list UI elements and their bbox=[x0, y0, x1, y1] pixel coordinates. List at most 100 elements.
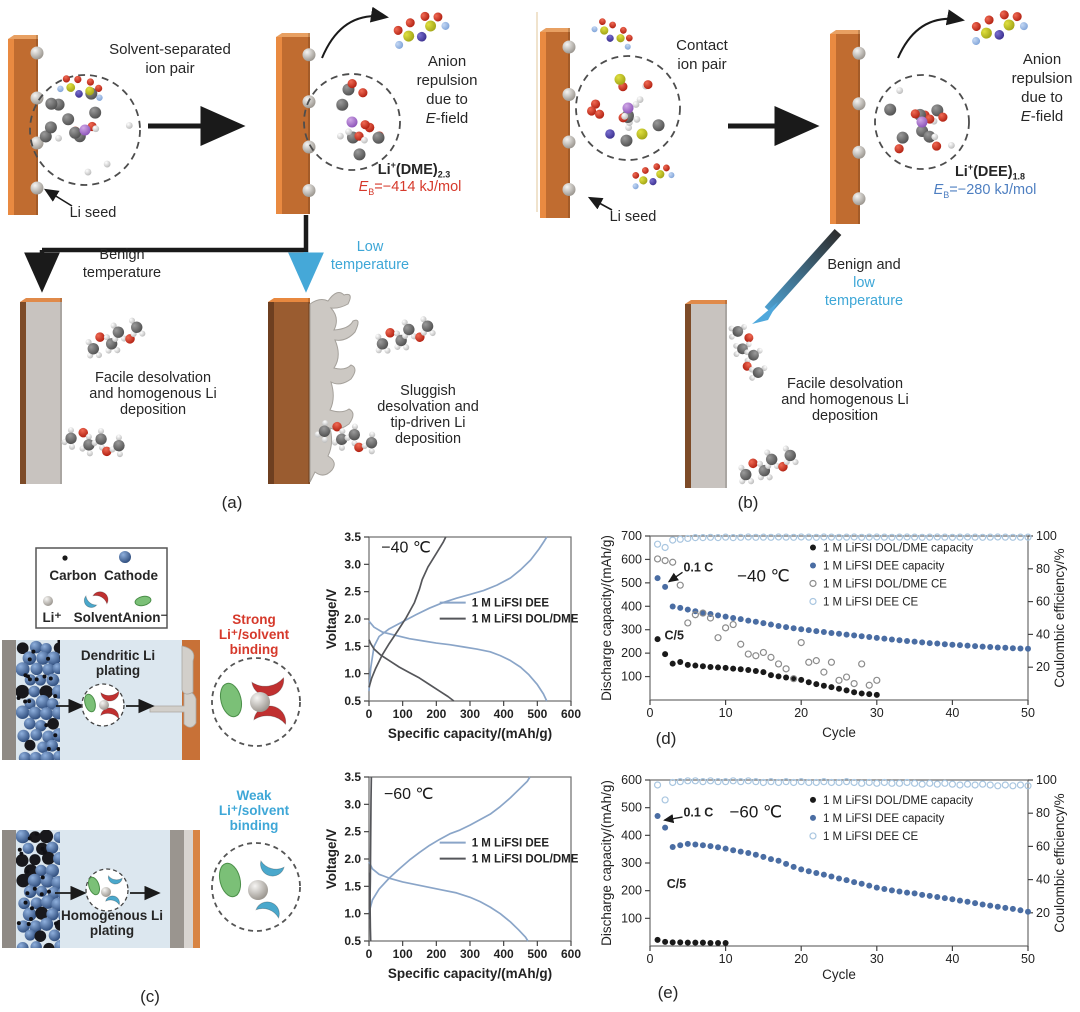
svg-text:3.0: 3.0 bbox=[344, 797, 361, 811]
solvation-shell-graphic bbox=[303, 73, 401, 171]
li-ion-icon bbox=[916, 116, 928, 128]
svg-text:50: 50 bbox=[1021, 706, 1035, 720]
anion-repulsion-label-b: Anion repulsion due to E-field bbox=[1011, 51, 1073, 125]
panel-label-a: (a) bbox=[221, 493, 243, 512]
legend-carbon-label: Carbon bbox=[49, 568, 97, 583]
sluggish-desolvation-label: Sluggish desolvation and tip-driven Li dep… bbox=[377, 383, 479, 447]
svg-text:−40 ℃: −40 ℃ bbox=[737, 567, 790, 586]
solvent-molecule-graphic bbox=[375, 316, 436, 354]
svg-text:1 M LiFSI DOL/DME: 1 M LiFSI DOL/DME bbox=[472, 854, 579, 866]
svg-text:Cycle: Cycle bbox=[822, 967, 856, 982]
li-electrode-b1 bbox=[540, 28, 576, 218]
svg-text:2.5: 2.5 bbox=[344, 585, 361, 599]
legend-solvent-label: Solvent bbox=[73, 610, 123, 625]
svg-text:3.0: 3.0 bbox=[344, 557, 361, 571]
strong-binding-label: Strong Li⁺/solvent binding bbox=[218, 612, 290, 657]
svg-text:50: 50 bbox=[1021, 952, 1035, 966]
svg-text:Coulombic efficiency/%: Coulombic efficiency/% bbox=[1052, 793, 1067, 932]
svg-text:Voltage/V: Voltage/V bbox=[325, 589, 339, 650]
li-seed-bump-icon bbox=[562, 40, 576, 54]
svg-text:80: 80 bbox=[1036, 562, 1050, 576]
binding-energy-a: EB=−414 kJ/mol bbox=[358, 179, 462, 197]
svg-text:20: 20 bbox=[794, 706, 808, 720]
svg-text:100: 100 bbox=[1036, 529, 1057, 543]
svg-text:−40 ℃: −40 ℃ bbox=[381, 539, 431, 556]
li-seed-bump-icon bbox=[302, 48, 316, 62]
svg-text:30: 30 bbox=[870, 952, 884, 966]
solvent-molecule-graphic bbox=[61, 427, 125, 458]
anion-molecule-graphic bbox=[632, 163, 675, 190]
svg-text:500: 500 bbox=[527, 947, 547, 961]
svg-text:80: 80 bbox=[1036, 806, 1050, 820]
svg-text:C/5: C/5 bbox=[667, 877, 687, 891]
svg-text:300: 300 bbox=[460, 947, 480, 961]
li-electrode-a1 bbox=[8, 35, 44, 215]
svg-text:1 M LiFSI DEE: 1 M LiFSI DEE bbox=[472, 598, 550, 610]
arrow bbox=[43, 188, 73, 207]
arrow bbox=[587, 196, 613, 211]
svg-text:100: 100 bbox=[621, 670, 642, 684]
chart-cycling-minus60: 0 10 20 30 40 50 100 200 300 400 500 600 20 40 60 80 100… bbox=[599, 766, 1072, 984]
li-seed-bump-icon bbox=[30, 91, 44, 105]
svg-text:Cycle: Cycle bbox=[822, 725, 856, 740]
facile-desolvation-label-a: Facile desolvation and homogenous Li depos… bbox=[89, 370, 217, 418]
panel-divider bbox=[536, 12, 538, 212]
anion-molecule-graphic bbox=[971, 10, 1028, 46]
svg-text:700: 700 bbox=[621, 529, 642, 543]
battery-cell-homogenous bbox=[2, 830, 200, 948]
repulsion-arrow-a bbox=[321, 6, 389, 59]
svg-text:1.5: 1.5 bbox=[344, 879, 361, 893]
svg-text:Voltage/V: Voltage/V bbox=[325, 829, 339, 890]
li-seed-bump-icon bbox=[852, 145, 866, 159]
li-electrode-benign-a bbox=[20, 298, 62, 484]
solvation-shell-graphic bbox=[575, 55, 681, 161]
svg-text:−60 ℃: −60 ℃ bbox=[384, 786, 434, 803]
svg-text:1.0: 1.0 bbox=[344, 667, 361, 681]
benign-temperature-label-a: Benign temperature bbox=[82, 247, 162, 281]
li-deposit-graphic bbox=[181, 645, 195, 695]
benign-low-arrow bbox=[764, 228, 842, 314]
li-seed-bump-icon bbox=[30, 181, 44, 195]
low-temperature-label-a: Low temperature bbox=[330, 239, 410, 273]
svg-text:40: 40 bbox=[945, 706, 959, 720]
svg-text:40: 40 bbox=[945, 952, 959, 966]
svg-text:200: 200 bbox=[426, 947, 446, 961]
svg-text:−60 ℃: −60 ℃ bbox=[730, 802, 783, 821]
li-seed-bump-icon bbox=[852, 192, 866, 206]
svg-text:0.5: 0.5 bbox=[344, 934, 361, 948]
panel-label-c: (c) bbox=[140, 987, 160, 1006]
svg-text:Coulombic efficiency/%: Coulombic efficiency/% bbox=[1052, 548, 1067, 687]
legend-li-label: Li⁺ bbox=[42, 610, 62, 625]
svg-text:1 M LiFSI DOL/DME CE: 1 M LiFSI DOL/DME CE bbox=[823, 578, 947, 590]
complex-formula-a: Li+(DME)2.3 bbox=[377, 160, 451, 180]
ssip-label: Solvent-separated ion pair bbox=[109, 41, 231, 77]
solvent-molecule-graphic bbox=[314, 420, 378, 455]
panel-label-e: (e) bbox=[657, 983, 679, 1002]
svg-text:1 M LiFSI DEE CE: 1 M LiFSI DEE CE bbox=[823, 596, 919, 608]
panel-label-b: (b) bbox=[737, 493, 759, 512]
svg-text:1 M LiFSI DOL/DME: 1 M LiFSI DOL/DME bbox=[472, 614, 579, 626]
svg-text:30: 30 bbox=[870, 706, 884, 720]
svg-text:Specific capacity/(mAh/g): Specific capacity/(mAh/g) bbox=[388, 726, 552, 741]
benign-low-arrowhead bbox=[752, 302, 778, 324]
binding-circle-strong bbox=[211, 657, 301, 747]
svg-text:2.0: 2.0 bbox=[344, 852, 361, 866]
svg-text:3.5: 3.5 bbox=[344, 530, 361, 544]
svg-text:400: 400 bbox=[621, 599, 642, 613]
solvent-molecule-graphic bbox=[738, 445, 799, 485]
benign-low-temperature-label: Benign and low temperature bbox=[824, 257, 904, 309]
li-seed-bump-icon bbox=[302, 140, 316, 154]
dendritic-plating-label: Dendritic Li plating bbox=[80, 648, 156, 678]
svg-text:1 M LiFSI DEE capacity: 1 M LiFSI DEE capacity bbox=[823, 813, 945, 825]
li-electrode-b2 bbox=[830, 30, 866, 224]
svg-text:1 M LiFSI DEE: 1 M LiFSI DEE bbox=[472, 838, 550, 850]
svg-text:10: 10 bbox=[719, 952, 733, 966]
svg-text:300: 300 bbox=[621, 623, 642, 637]
svg-text:400: 400 bbox=[494, 707, 514, 721]
li-seed-label-a: Li seed bbox=[69, 205, 117, 221]
svg-text:100: 100 bbox=[393, 707, 413, 721]
svg-text:0: 0 bbox=[647, 952, 654, 966]
chart-voltage-minus60: 0 100 200 300 400 500 600 0.5 1.0 1.5 2.0 2.5 3.0 3.5… bbox=[324, 768, 581, 983]
svg-text:600: 600 bbox=[561, 707, 581, 721]
anion-molecule-graphic bbox=[393, 11, 450, 49]
